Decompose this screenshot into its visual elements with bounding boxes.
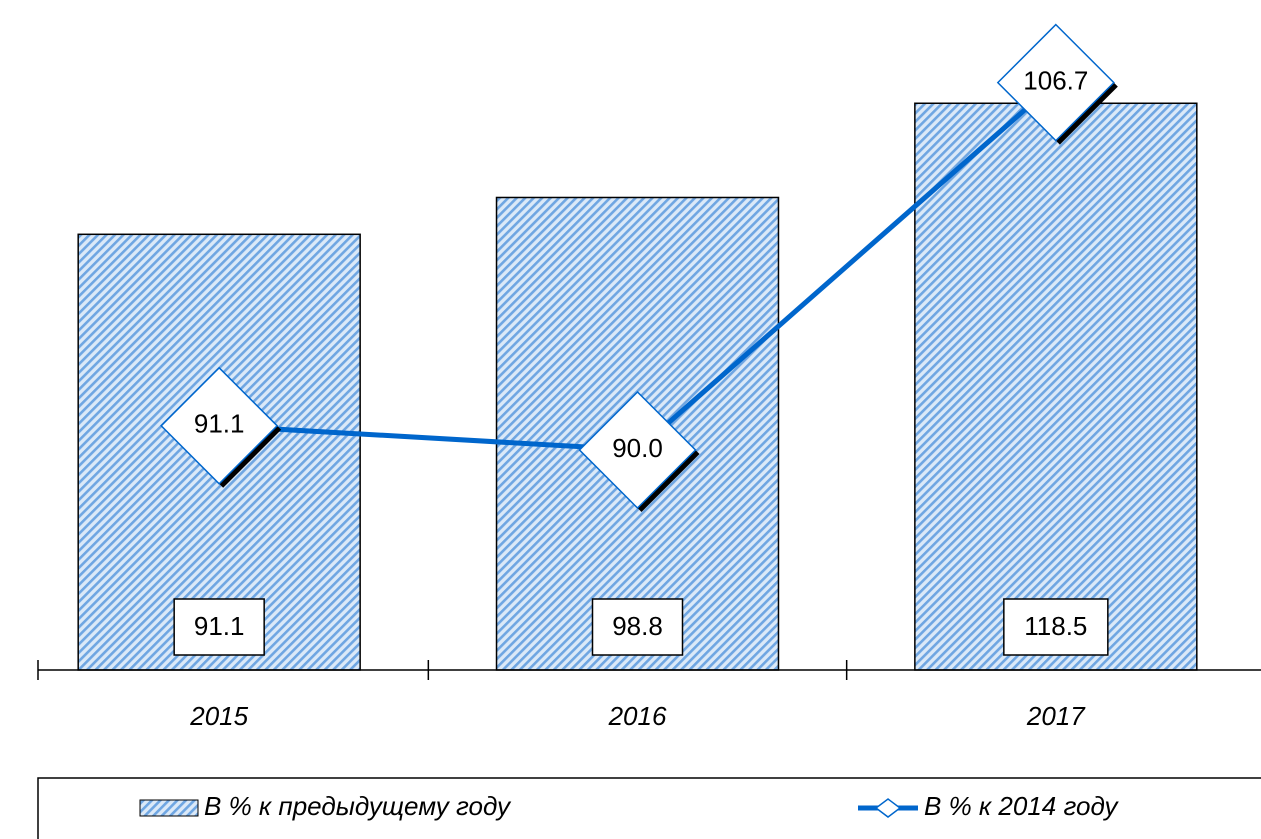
legend-label: В % к 2014 году: [924, 791, 1120, 821]
legend-box: [37, 777, 1261, 839]
marker: [160, 366, 279, 485]
x-tick-label: 2015: [189, 701, 248, 731]
x-tick-label: 2016: [608, 701, 667, 731]
bar-label: 118.5: [1024, 611, 1087, 641]
bar-label-box: [173, 598, 265, 656]
point-label: 90.0: [612, 433, 663, 463]
legend-marker: [874, 798, 902, 818]
bar-label-box: [1003, 598, 1109, 656]
bar-label-box: [591, 598, 684, 656]
legend-label: В % к предыдущему году: [204, 791, 512, 821]
legend-swatch: [139, 799, 199, 817]
x-tick-label: 2017: [1026, 701, 1086, 731]
bar-label: 98.8: [612, 611, 663, 641]
marker: [578, 390, 697, 510]
bar-label: 91.1: [194, 611, 245, 641]
marker: [996, 23, 1115, 142]
point-label: 106.7: [1023, 65, 1088, 95]
point-label: 91.1: [194, 409, 245, 439]
bar: [914, 102, 1198, 671]
